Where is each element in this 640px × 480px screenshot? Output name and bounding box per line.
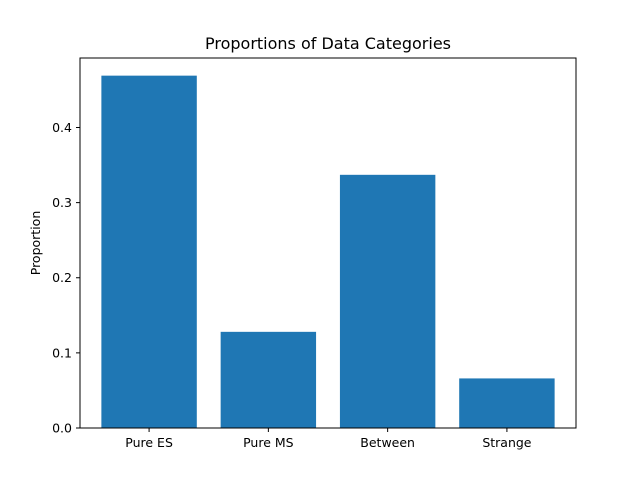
y-tick-label: 0.2 xyxy=(52,270,72,285)
plot-frame xyxy=(79,57,577,429)
ticks-layer: Pure ES Pure MS Between Strange 0.0 0.1 0.2 0.3… xyxy=(52,120,532,450)
chart-title: Proportions of Data Categories xyxy=(205,34,451,53)
x-tick-label: Strange xyxy=(482,435,531,450)
bar-pure-ms xyxy=(220,331,317,428)
y-tick-label: 0.0 xyxy=(52,421,72,436)
y-axis-label: Proportion xyxy=(28,211,43,276)
bar-pure-es xyxy=(101,75,197,429)
y-tick-label: 0.4 xyxy=(52,120,72,135)
x-tick-label: Between xyxy=(360,435,415,450)
x-tick-label: Pure ES xyxy=(125,435,173,450)
y-tick-label: 0.1 xyxy=(52,345,72,360)
bars-layer xyxy=(101,75,555,429)
x-tick-label: Pure MS xyxy=(243,435,294,450)
bar-between xyxy=(339,174,436,428)
bar-strange xyxy=(459,378,555,428)
y-tick-label: 0.3 xyxy=(52,195,72,210)
